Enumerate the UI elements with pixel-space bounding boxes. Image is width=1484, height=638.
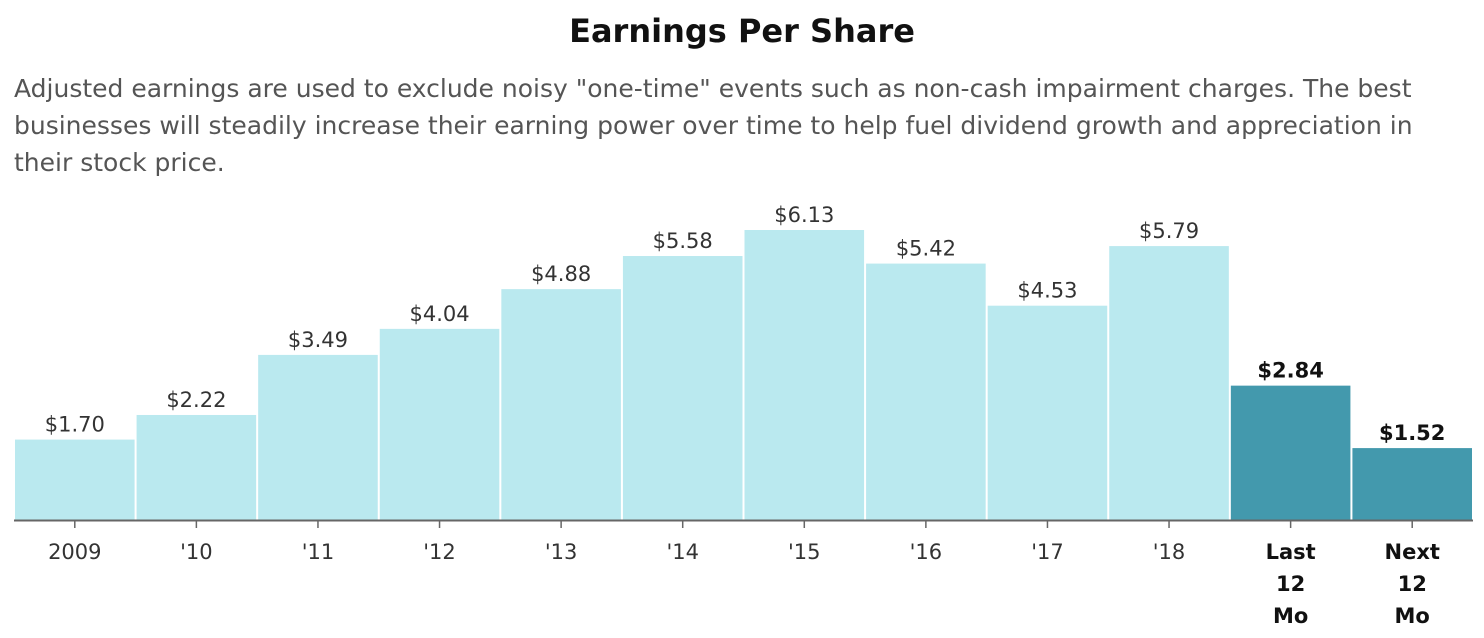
x-tick-label-2: '11: [302, 540, 335, 564]
bar-value-label-0: $1.70: [45, 413, 105, 437]
x-tick-label-0: 2009: [48, 540, 101, 564]
bar-4: [501, 289, 621, 520]
bar-6: [744, 230, 865, 520]
x-tick-label-10: Last 12 Mo: [1266, 540, 1316, 628]
bar-8: [987, 305, 1108, 520]
bar-2: [258, 354, 378, 520]
bar-1: [136, 414, 257, 520]
bar-value-label-7: $5.42: [896, 237, 956, 261]
x-tick-label-1: '10: [180, 540, 213, 564]
bar-value-label-11: $1.52: [1379, 421, 1445, 445]
x-tick-label-7: '16: [910, 540, 943, 564]
x-tick-label-9: '18: [1153, 540, 1186, 564]
chart-subtitle: Adjusted earnings are used to exclude no…: [14, 74, 1413, 177]
bar-value-label-9: $5.79: [1139, 219, 1199, 243]
bar-10: [1230, 385, 1351, 520]
bar-value-label-1: $2.22: [166, 388, 226, 412]
x-tick-label-6: '15: [788, 540, 821, 564]
x-tick-label-4: '13: [545, 540, 578, 564]
bar-value-label-6: $6.13: [774, 203, 834, 227]
chart-title: Earnings Per Share: [569, 12, 915, 50]
bar-7: [866, 263, 986, 520]
x-tick-label-11: Next 12 Mo: [1385, 540, 1440, 628]
bar-value-label-3: $4.04: [409, 302, 469, 326]
bar-0: [15, 439, 135, 520]
bar-3: [379, 328, 500, 520]
bar-value-label-2: $3.49: [288, 328, 348, 352]
x-tick-label-8: '17: [1031, 540, 1064, 564]
bar-value-label-8: $4.53: [1017, 279, 1077, 303]
bar-5: [622, 256, 743, 520]
bar-value-label-10: $2.84: [1257, 359, 1323, 383]
bar-9: [1109, 246, 1229, 520]
x-tick-label-5: '14: [666, 540, 699, 564]
bar-value-label-5: $5.58: [653, 229, 713, 253]
bar-11: [1352, 448, 1472, 520]
x-tick-label-3: '12: [423, 540, 456, 564]
bar-value-label-4: $4.88: [531, 262, 591, 286]
